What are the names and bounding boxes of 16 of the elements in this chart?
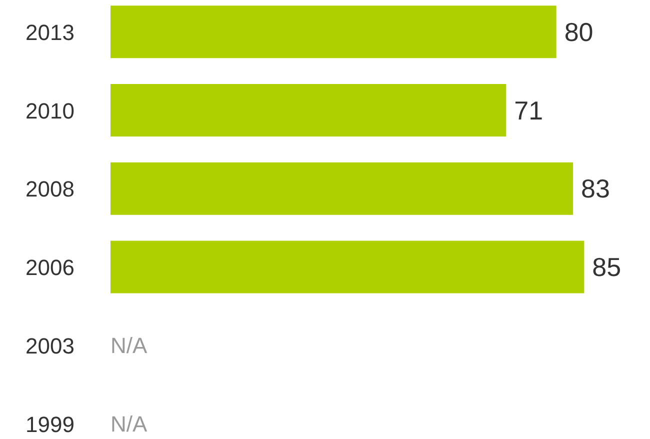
bar bbox=[110, 240, 584, 294]
bar bbox=[110, 6, 556, 58]
y-tick-label: 2006 bbox=[26, 255, 75, 280]
text: N/A bbox=[110, 332, 148, 358]
bar bbox=[110, 84, 506, 137]
y-tick-label: 1999 bbox=[26, 412, 75, 437]
data-label: 83 bbox=[581, 174, 610, 204]
text: N/A bbox=[110, 411, 148, 436]
data-label: 85 bbox=[592, 252, 622, 282]
y-tick-label: 2003 bbox=[26, 333, 75, 358]
y-tick-label: 2013 bbox=[26, 20, 75, 45]
bar bbox=[110, 162, 574, 215]
y-tick-label: 2010 bbox=[26, 98, 75, 124]
y-tick-label: 2008 bbox=[26, 176, 75, 202]
data-label: 71 bbox=[514, 95, 544, 126]
data-label: 80 bbox=[564, 16, 594, 47]
